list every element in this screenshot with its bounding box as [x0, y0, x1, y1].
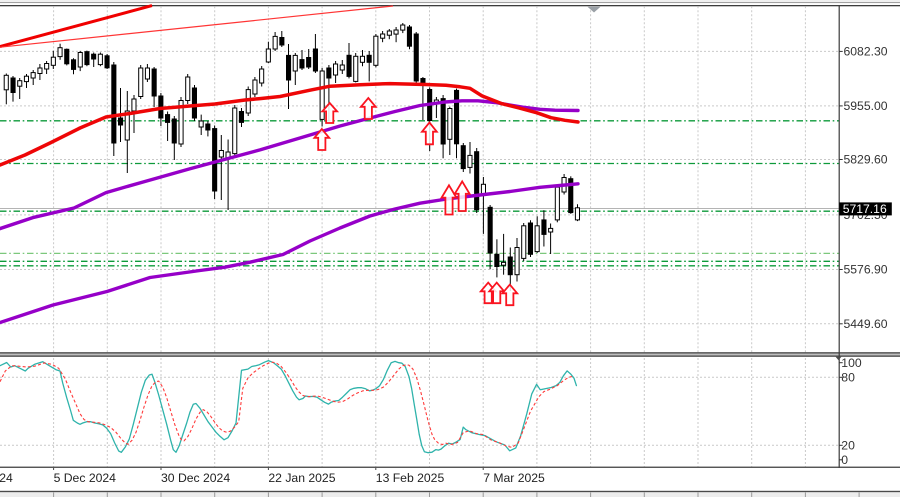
- svg-text:5 Dec 2024: 5 Dec 2024: [54, 471, 117, 485]
- svg-text:5576.90: 5576.90: [844, 263, 888, 277]
- svg-text:80: 80: [841, 371, 855, 385]
- svg-text:20: 20: [841, 439, 855, 453]
- svg-text:5449.60: 5449.60: [844, 317, 888, 331]
- svg-text:2024: 2024: [0, 471, 13, 485]
- svg-text:13 Feb 2025: 13 Feb 2025: [376, 471, 445, 485]
- svg-text:5829.60: 5829.60: [844, 153, 888, 167]
- svg-text:30 Dec 2024: 30 Dec 2024: [161, 471, 230, 485]
- svg-text:7 Mar 2025: 7 Mar 2025: [483, 471, 545, 485]
- svg-text:100: 100: [841, 356, 862, 370]
- svg-text:5717.16: 5717.16: [843, 202, 887, 216]
- svg-text:0: 0: [841, 453, 848, 467]
- svg-text:6082.30: 6082.30: [844, 45, 888, 59]
- svg-text:5955.00: 5955.00: [844, 99, 888, 113]
- svg-text:22 Jan 2025: 22 Jan 2025: [268, 471, 335, 485]
